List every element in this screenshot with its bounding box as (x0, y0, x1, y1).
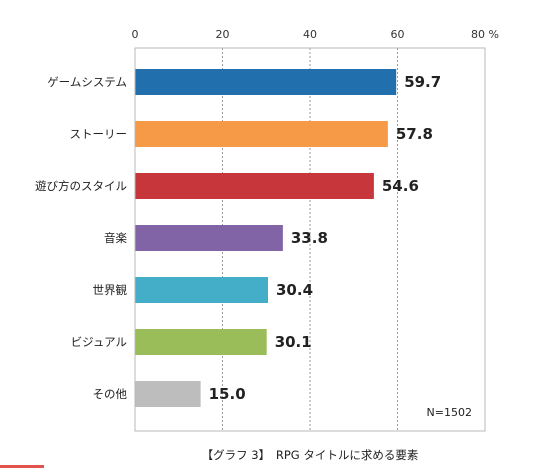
bar (135, 225, 283, 251)
bars (135, 69, 397, 407)
category-label: 遊び方のスタイル (35, 179, 127, 193)
category-label: 音楽 (104, 231, 127, 245)
value-label: 15.0 (209, 385, 246, 403)
category-label: ゲームシステム (47, 75, 127, 89)
bar (135, 121, 388, 147)
value-label: 57.8 (396, 125, 433, 143)
bar (135, 277, 268, 303)
category-label: その他 (93, 387, 128, 401)
category-label: ストーリー (70, 127, 128, 141)
sample-size-note: N=1502 (427, 406, 472, 419)
value-label: 33.8 (291, 229, 328, 247)
value-label: 30.4 (276, 281, 313, 299)
bottom-accent-bar (0, 465, 44, 468)
category-label: 世界観 (93, 283, 128, 297)
x-tick-label: 60 (391, 28, 405, 41)
x-axis-ticks: 0 20 40 60 80 % (132, 28, 499, 41)
x-tick-label: 40 (303, 28, 317, 41)
x-tick-label: 20 (216, 28, 230, 41)
chart-caption: 【グラフ 3】 RPG タイトルに求める要素 (202, 448, 419, 462)
bar (135, 69, 397, 95)
plot-frame (134, 47, 486, 432)
category-label: ビジュアル (71, 335, 127, 349)
value-label: 54.6 (382, 177, 419, 195)
x-tick-label: 0 (132, 28, 139, 41)
value-labels: 59.7 57.8 54.6 33.8 30.4 30.1 15.0 (209, 73, 442, 403)
bar (135, 329, 267, 355)
x-tick-label: 80 % (471, 28, 499, 41)
bar (135, 173, 374, 199)
value-label: 59.7 (404, 73, 441, 91)
bar (135, 381, 201, 407)
value-label: 30.1 (275, 333, 312, 351)
